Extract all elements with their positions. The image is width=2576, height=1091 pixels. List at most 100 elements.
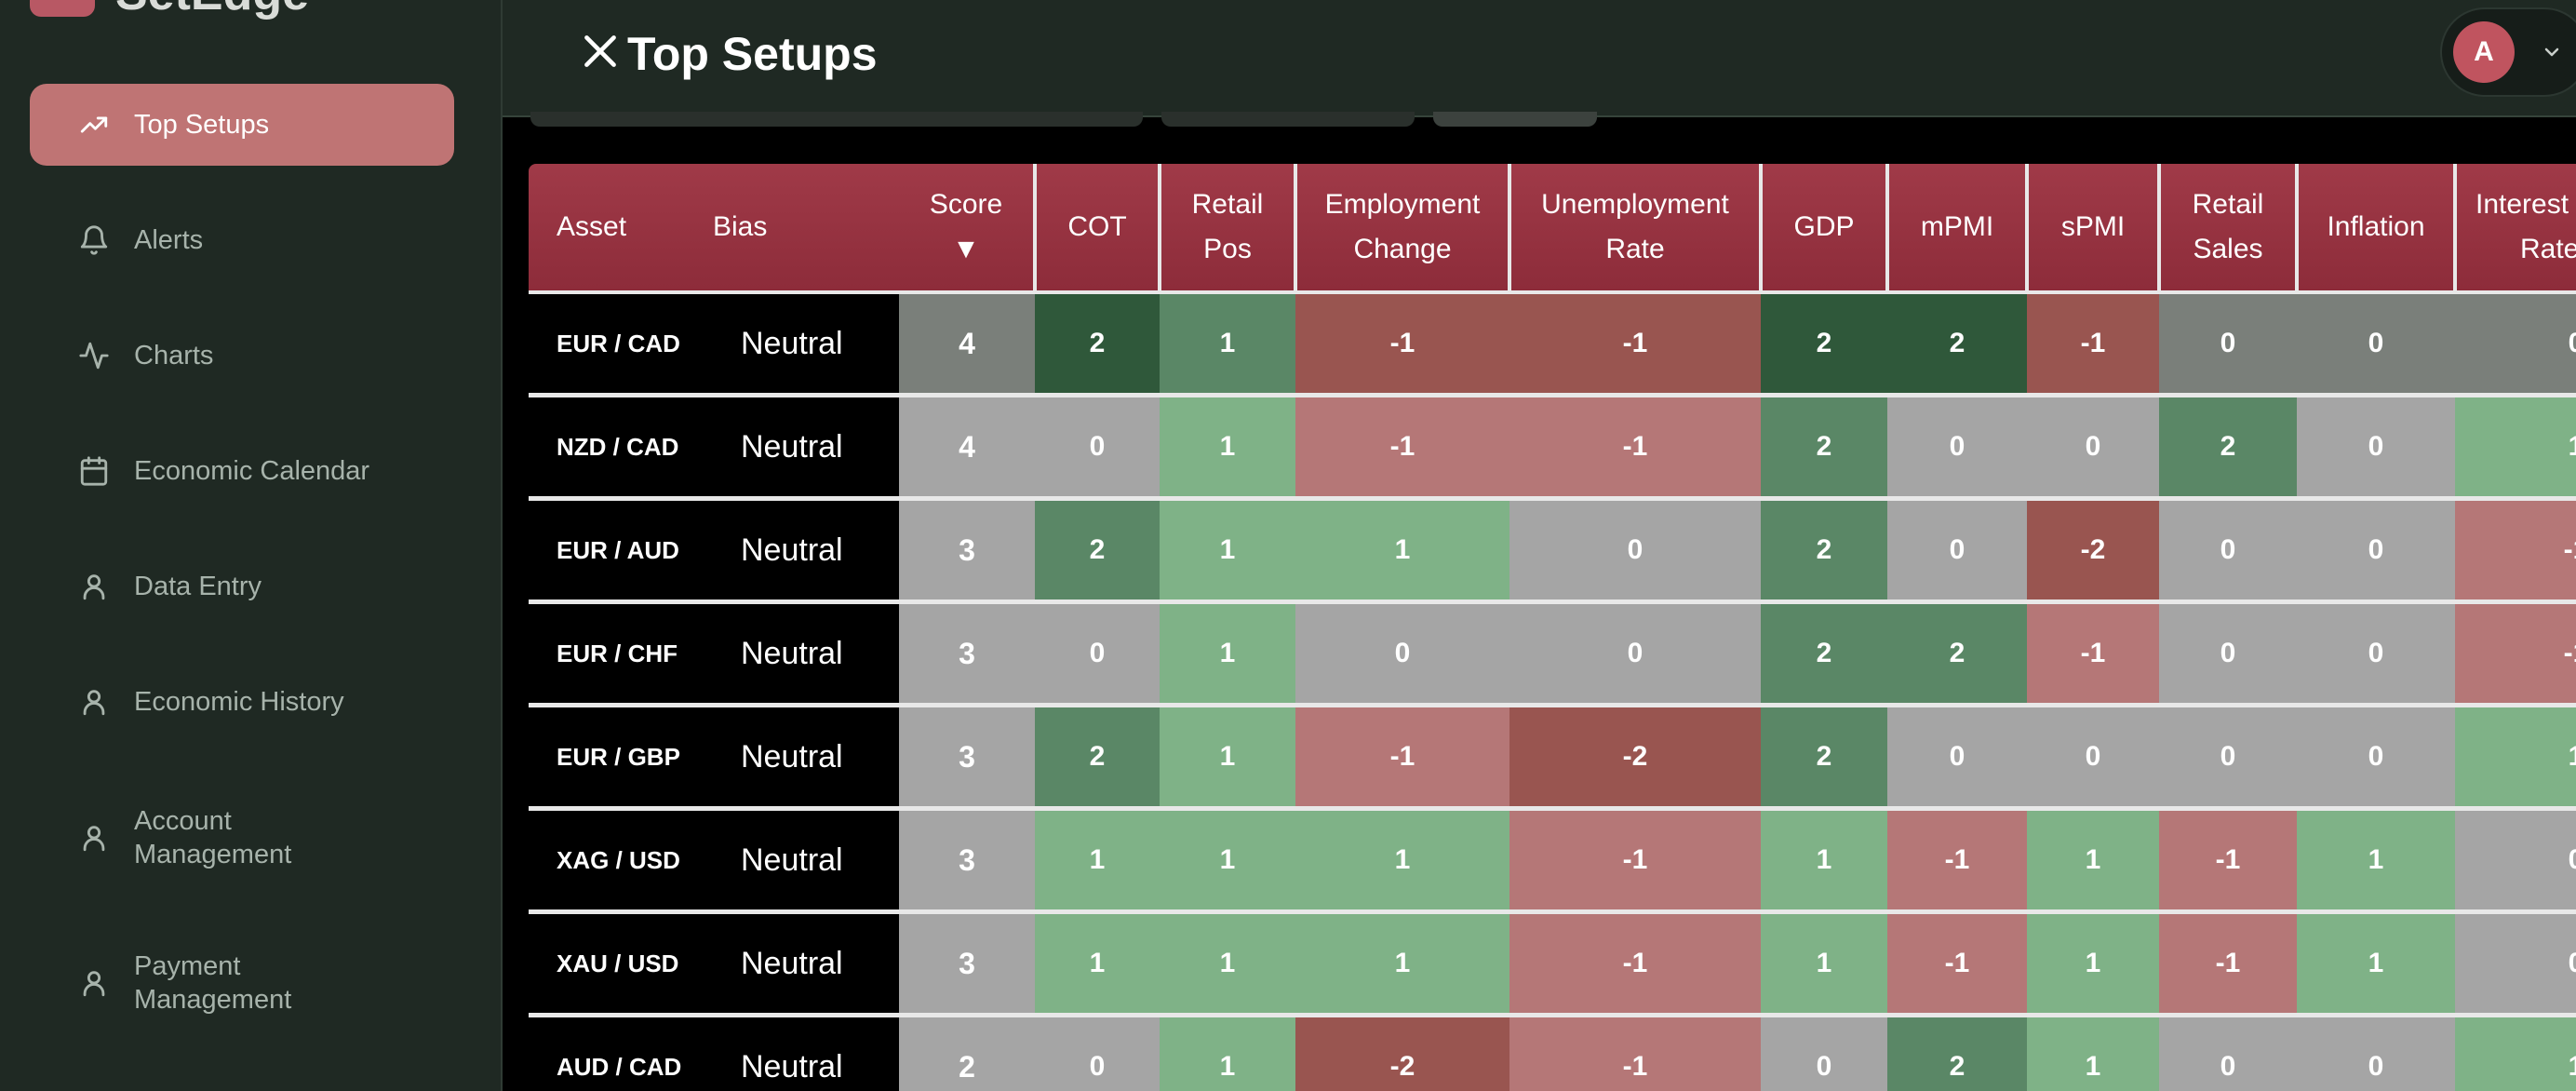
sidebar-item-charts[interactable]: Charts	[30, 315, 454, 397]
cell-mpmi: 0	[1887, 498, 2027, 604]
cell-cot: 2	[1035, 292, 1160, 397]
col-header-gdp[interactable]: GDP	[1761, 164, 1889, 294]
col-header-label: Score	[929, 189, 1003, 220]
cell-retail-sales: 0	[2159, 705, 2297, 811]
sidebar-item-payment-management[interactable]: Payment Management	[30, 938, 454, 1028]
sidebar-item-data-entry[interactable]: Data Entry	[30, 546, 454, 627]
top-setups-table: Asset Bias Score ▼ COT Retail Pos Employme…	[529, 164, 2576, 1091]
filter-control[interactable]	[1161, 112, 1415, 127]
cell-inflation: 1	[2297, 911, 2455, 1017]
cell-spmi: -1	[2027, 292, 2159, 397]
col-header-spmi[interactable]: sPMI	[2027, 164, 2161, 294]
trending-up-icon	[80, 116, 108, 133]
cell-retail-sales: -1	[2159, 911, 2297, 1017]
user-menu-button[interactable]: A	[2440, 7, 2576, 97]
sidebar-item-account-management[interactable]: Account Management	[30, 793, 454, 882]
cell-score: 4	[899, 395, 1035, 501]
cell-gdp: 2	[1761, 395, 1887, 501]
cell-score: 3	[899, 601, 1035, 707]
sidebar-item-label: Charts	[134, 341, 214, 370]
cell-inflation: 0	[2297, 292, 2455, 397]
cell-cot: 0	[1035, 1015, 1160, 1091]
cell-unemployment-rate: -1	[1509, 808, 1761, 914]
cell-gdp: 2	[1761, 498, 1887, 604]
cell-asset[interactable]: EUR / CHF	[529, 601, 713, 707]
sidebar-item-alerts[interactable]: Alerts	[30, 199, 454, 281]
cell-bias: Neutral	[713, 705, 899, 811]
brand-logo	[30, 0, 95, 17]
brand-name: SetEdge	[115, 0, 309, 21]
cell-spmi: 0	[2027, 705, 2159, 811]
col-header-label: Change	[1353, 234, 1452, 264]
cell-score: 3	[899, 808, 1035, 914]
cell-mpmi: 2	[1887, 601, 2027, 707]
col-header-unemployment-rate[interactable]: Unemployment Rate	[1509, 164, 1763, 294]
col-header-mpmi[interactable]: mPMI	[1887, 164, 2029, 294]
cell-score: 3	[899, 911, 1035, 1017]
cell-asset[interactable]: EUR / CAD	[529, 292, 713, 397]
col-header-employment-change[interactable]: Employment Change	[1295, 164, 1511, 294]
cell-gdp: 0	[1761, 1015, 1887, 1091]
user-icon	[83, 574, 105, 600]
cell-cot: 2	[1035, 705, 1160, 811]
filter-control[interactable]	[530, 112, 1143, 127]
cell-asset[interactable]: EUR / AUD	[529, 498, 713, 604]
sidebar-item-label: Economic Calendar	[134, 456, 370, 486]
cell-mpmi: -1	[1887, 808, 2027, 914]
col-header-interest-rates[interactable]: Interest Rates	[2455, 164, 2576, 294]
cell-asset[interactable]: NZD / CAD	[529, 395, 713, 501]
cell-spmi: 1	[2027, 911, 2159, 1017]
sidebar-item-economic-calendar[interactable]: Economic Calendar	[30, 430, 454, 512]
cell-spmi: 0	[2027, 395, 2159, 501]
sidebar-item-economic-history[interactable]: Economic History	[30, 661, 454, 743]
col-header-label: Employment	[1324, 189, 1481, 220]
cell-asset[interactable]: XAG / USD	[529, 808, 713, 914]
col-header-retail-pos[interactable]: Retail Pos	[1160, 164, 1297, 294]
cell-retail-pos: 1	[1160, 911, 1295, 1017]
col-header-label: Bias	[713, 211, 768, 242]
page-title: Top Setups	[627, 28, 878, 80]
cell-asset[interactable]: AUD / CAD	[529, 1015, 713, 1091]
col-header-cot[interactable]: COT	[1035, 164, 1161, 294]
filter-button[interactable]	[1433, 112, 1597, 127]
col-header-label: Rates	[2520, 234, 2576, 264]
cell-mpmi: -1	[1887, 911, 2027, 1017]
cell-employment-change: 1	[1295, 498, 1509, 604]
cell-retail-sales: 0	[2159, 601, 2297, 707]
cell-asset[interactable]: EUR / GBP	[529, 705, 713, 811]
cell-interest-rates: 0	[2455, 292, 2576, 397]
col-header-label: Unemployment	[1541, 189, 1729, 220]
col-header-label: Sales	[2193, 234, 2263, 264]
col-header-label: Asset	[557, 211, 627, 242]
col-header-inflation[interactable]: Inflation	[2297, 164, 2457, 294]
col-header-asset[interactable]: Asset	[529, 164, 713, 294]
cell-bias: Neutral	[713, 808, 899, 914]
cell-retail-pos: 1	[1160, 1015, 1295, 1091]
calendar-icon	[80, 456, 108, 486]
cell-score: 4	[899, 292, 1035, 397]
close-icon[interactable]	[577, 28, 624, 74]
sidebar-item-top-setups[interactable]: Top Setups	[30, 84, 454, 166]
cell-asset[interactable]: XAU / USD	[529, 911, 713, 1017]
col-header-label: GDP	[1793, 211, 1855, 242]
col-header-bias[interactable]: Bias	[713, 164, 899, 294]
cell-cot: 2	[1035, 498, 1160, 604]
cell-inflation: 0	[2297, 705, 2455, 811]
sidebar-item-label: Payment Management	[134, 951, 292, 1015]
col-header-score[interactable]: Score ▼	[899, 164, 1037, 294]
cell-employment-change: 0	[1295, 601, 1509, 707]
cell-inflation: 0	[2297, 395, 2455, 501]
col-header-retail-sales[interactable]: Retail Sales	[2159, 164, 2299, 294]
cell-unemployment-rate: -1	[1509, 395, 1761, 501]
cell-unemployment-rate: -2	[1509, 705, 1761, 811]
cell-unemployment-rate: -1	[1509, 911, 1761, 1017]
